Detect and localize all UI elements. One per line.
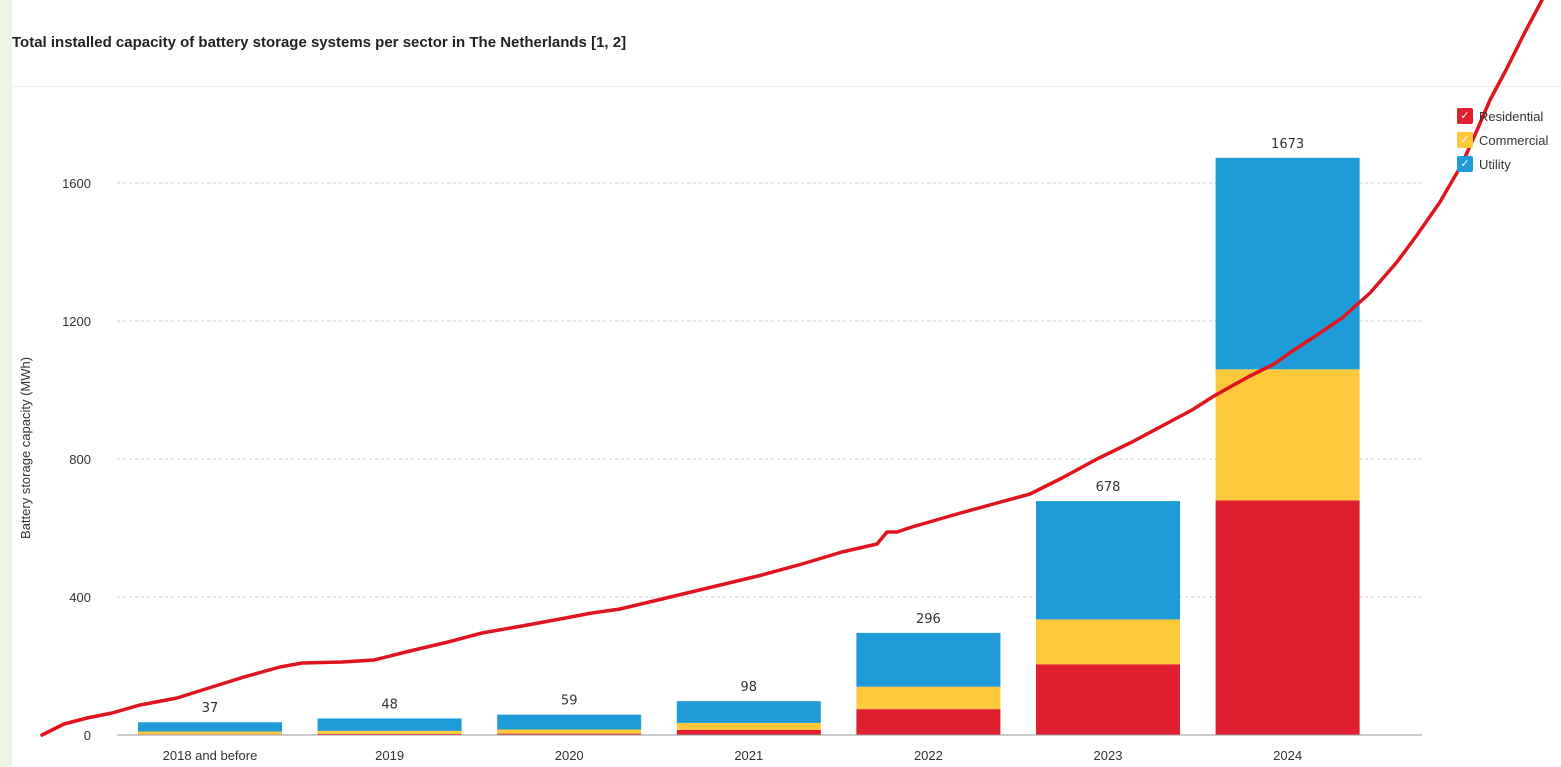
- legend-label-residential: Residential: [1479, 108, 1544, 124]
- bar-commercial: [676, 722, 821, 730]
- bar-commercial: [1036, 619, 1180, 665]
- x-tick-label: 2022: [914, 748, 943, 763]
- axes: 0 400 800 1200 1600 Battery storage capacity …: [18, 176, 1422, 763]
- bar-commercial: [317, 730, 462, 734]
- bar-total-label: 98: [741, 680, 758, 695]
- commercial-checkbox-icon[interactable]: ✓: [1457, 132, 1473, 148]
- legend: ✓ Residential ✓ Commercial ✓ Utility: [1457, 104, 1548, 176]
- x-tick-label: 2018 and before: [163, 748, 258, 763]
- y-tick-label: 1600: [62, 176, 91, 191]
- bar-commercial: [856, 686, 1001, 710]
- legend-label-commercial: Commercial: [1479, 132, 1549, 148]
- bar-residential: [1036, 664, 1180, 735]
- chart-card: Total installed capacity of battery stor…: [12, 0, 1561, 767]
- legend-label-utility: Utility: [1479, 156, 1511, 172]
- x-tick-label: 2023: [1094, 748, 1123, 763]
- bar-total-label: 48: [381, 697, 398, 712]
- y-axis-label: Battery storage capacity (MWh): [18, 357, 33, 539]
- legend-item-residential[interactable]: ✓ Residential: [1457, 104, 1548, 128]
- legend-item-utility[interactable]: ✓ Utility: [1457, 152, 1548, 176]
- bar-residential: [317, 733, 462, 735]
- residential-checkbox-icon[interactable]: ✓: [1457, 108, 1473, 124]
- bar-utility: [856, 632, 1001, 687]
- x-tick-label: 2019: [375, 748, 404, 763]
- bar-utility: [138, 722, 282, 732]
- bars: [138, 157, 1360, 735]
- bar-total-label: 59: [561, 694, 578, 709]
- bar-total-label: 37: [202, 701, 219, 716]
- y-tick-label: 0: [84, 728, 91, 743]
- hand-drawn-trend-line: [40, 0, 1544, 737]
- x-tick-label: 2021: [734, 748, 763, 763]
- y-tick-label: 800: [69, 452, 91, 467]
- bar-utility: [497, 714, 642, 730]
- bar-utility: [317, 718, 462, 731]
- bar-commercial: [497, 729, 642, 734]
- bar-total-label: 1673: [1271, 137, 1304, 152]
- title-divider: [12, 86, 1561, 87]
- bar-utility: [676, 701, 821, 723]
- legend-item-commercial[interactable]: ✓ Commercial: [1457, 128, 1548, 152]
- bar-commercial: [1215, 369, 1360, 501]
- bar-utility: [1036, 501, 1180, 620]
- annotation-overlay: [40, 0, 1544, 737]
- y-tick-label: 1200: [62, 314, 91, 329]
- data-labels: 37 48 59 98 296 678 1673: [202, 137, 1304, 716]
- bar-utility: [1215, 157, 1360, 370]
- bar-residential: [856, 709, 1001, 735]
- utility-checkbox-icon[interactable]: ✓: [1457, 156, 1473, 172]
- chart-title: Total installed capacity of battery stor…: [12, 34, 627, 51]
- stacked-bar-chart: 37 48 59 98 296 678 1673 0 400 800 1200 1600 Batter…: [18, 0, 1544, 763]
- bar-residential: [676, 729, 821, 735]
- bar-total-label: 678: [1096, 480, 1121, 495]
- y-tick-label: 400: [69, 590, 91, 605]
- bar-residential: [497, 733, 642, 735]
- x-tick-label: 2024: [1273, 748, 1302, 763]
- bar-total-label: 296: [916, 612, 941, 627]
- bar-residential: [1215, 500, 1360, 735]
- x-tick-label: 2020: [555, 748, 584, 763]
- gridlines: [117, 182, 1422, 598]
- bar-commercial: [138, 731, 282, 735]
